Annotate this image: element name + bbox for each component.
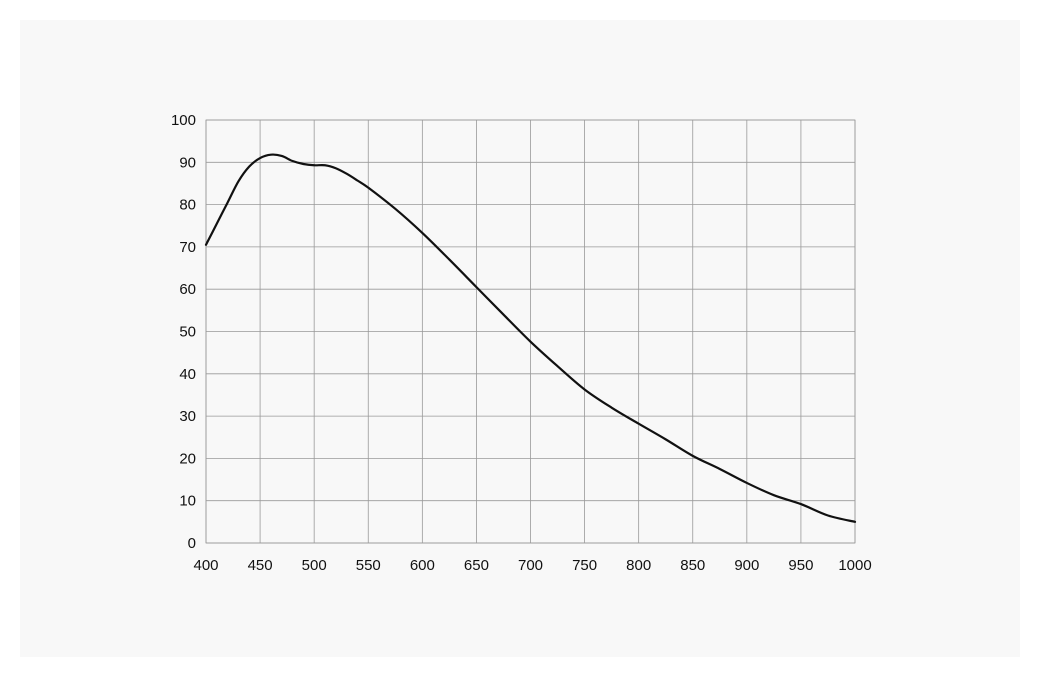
y-tick-label-20: 20: [179, 450, 196, 467]
x-tick-label-600: 600: [410, 557, 435, 574]
x-tick-label-650: 650: [464, 557, 489, 574]
series-line-0: [204, 153, 857, 523]
x-tick-label-800: 800: [626, 557, 651, 574]
y-tick-label-90: 90: [179, 154, 196, 171]
y-tick-label-40: 40: [179, 366, 196, 383]
x-tick-label-500: 500: [302, 557, 327, 574]
x-tick-label-400: 400: [193, 557, 218, 574]
y-tick-label-60: 60: [179, 281, 196, 298]
x-tick-label-550: 550: [356, 557, 381, 574]
x-tick-label-450: 450: [248, 557, 273, 574]
y-tick-label-100: 100: [171, 112, 196, 129]
y-tick-label-0: 0: [188, 535, 196, 552]
y-tick-label-70: 70: [179, 239, 196, 256]
y-tick-label-80: 80: [179, 197, 196, 214]
y-tick-label-50: 50: [179, 324, 196, 341]
chart-panel: [20, 20, 1020, 657]
x-tick-label-750: 750: [572, 557, 597, 574]
y-axis-tick-labels: 0 10 20 30 40 50 60 70 80 90 100: [171, 112, 196, 552]
plot-frame: [205, 119, 856, 544]
series-layer: [204, 153, 857, 523]
x-tick-label-1000: 1000: [838, 557, 871, 574]
x-tick-label-700: 700: [518, 557, 543, 574]
x-tick-label-900: 900: [734, 557, 759, 574]
x-axis-tick-labels: 400 450 500 550 600 650 700 750 800 850 900 950 1000: [193, 557, 871, 574]
x-tick-label-850: 850: [680, 557, 705, 574]
y-tick-label-10: 10: [179, 493, 196, 510]
x-tick-label-950: 950: [788, 557, 813, 574]
y-tick-label-30: 30: [179, 408, 196, 425]
